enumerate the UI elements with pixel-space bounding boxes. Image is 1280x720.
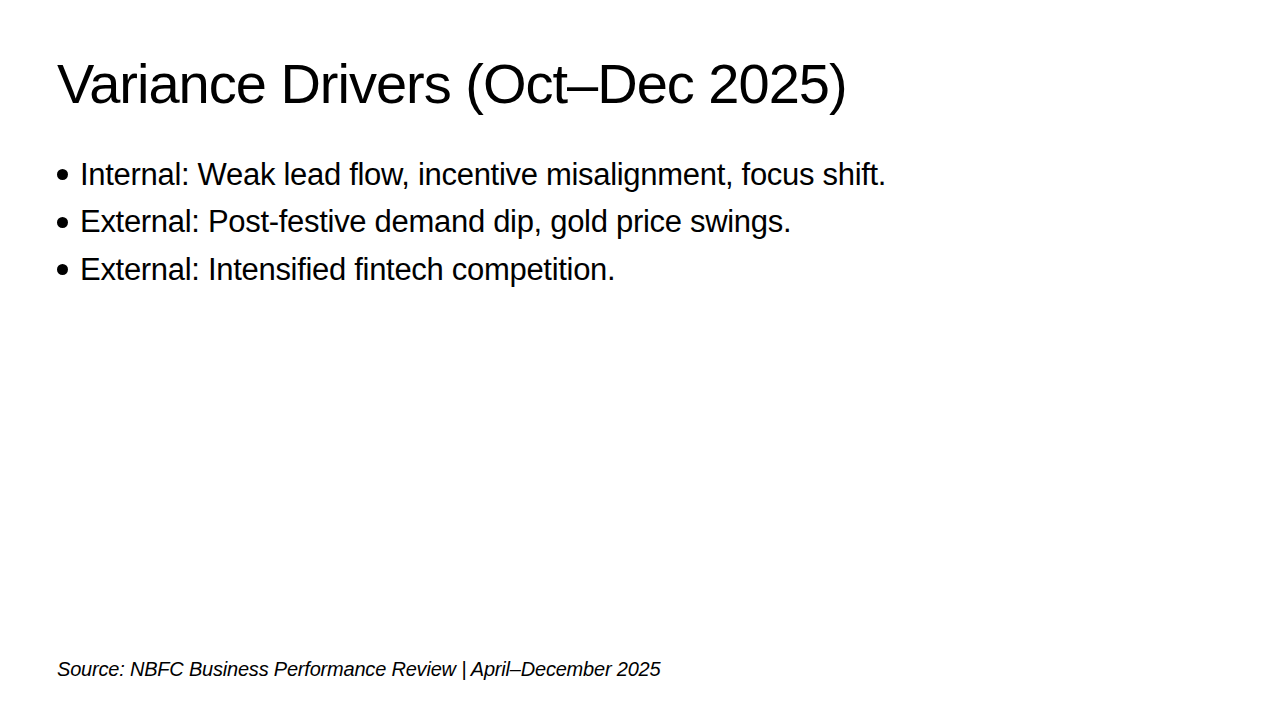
source-note: Source: NBFC Business Performance Review… [57, 658, 660, 681]
bullet-item: Internal: Weak lead flow, incentive misa… [57, 151, 886, 199]
bullet-list: Internal: Weak lead flow, incentive misa… [57, 151, 886, 294]
slide: Variance Drivers (Oct–Dec 2025) Internal… [0, 0, 1280, 720]
bullet-item: External: Intensified fintech competitio… [57, 246, 886, 294]
slide-title: Variance Drivers (Oct–Dec 2025) [57, 52, 847, 116]
bullet-text: External: Intensified fintech competitio… [80, 252, 615, 288]
bullet-text: External: Post-festive demand dip, gold … [80, 204, 791, 240]
bullet-dot-icon [57, 264, 68, 275]
bullet-dot-icon [57, 217, 68, 228]
bullet-dot-icon [57, 169, 68, 180]
bullet-item: External: Post-festive demand dip, gold … [57, 199, 886, 247]
bullet-text: Internal: Weak lead flow, incentive misa… [80, 157, 886, 193]
